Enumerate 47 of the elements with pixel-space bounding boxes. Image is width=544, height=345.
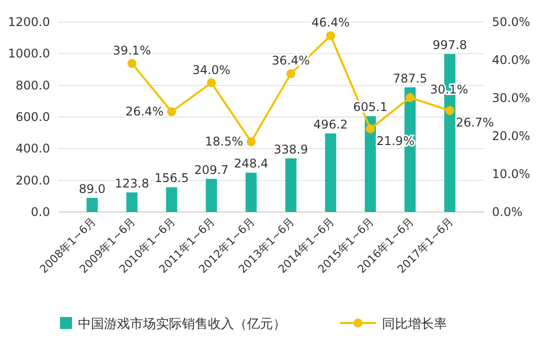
bar: [206, 178, 217, 212]
y2-tick-label: 20.0%: [492, 129, 530, 143]
legend-label: 同比增长率: [382, 316, 447, 332]
data-label: 156.5: [154, 171, 189, 186]
data-label: 209.7: [194, 162, 229, 177]
data-label: 18.5%: [205, 134, 244, 149]
point: [366, 124, 375, 134]
data-label: 34.0%: [192, 62, 230, 77]
legend-label: 中国游戏市场实际销售收入（亿元）: [78, 317, 286, 332]
point: [246, 137, 256, 146]
bar: [285, 158, 296, 212]
y-tick-label: 800.0: [16, 78, 50, 92]
y-tick-label: 1200.0: [8, 15, 50, 29]
bar: [364, 116, 376, 212]
data-label: 89.0: [78, 182, 106, 196]
y2-tick-label: 30.0%: [492, 91, 530, 105]
bar: [246, 172, 257, 212]
y-tick-label: 400.0: [16, 142, 50, 156]
point: [206, 78, 216, 88]
data-label: 787.5: [392, 71, 428, 86]
y-tick-label: 1000.0: [8, 46, 50, 61]
point: [286, 69, 296, 78]
point: [326, 31, 336, 40]
point: [445, 106, 454, 116]
y-tick-label: 600.0: [16, 110, 50, 124]
data-label: 39.1%: [112, 43, 151, 58]
y2-tick-label: 50.0%: [492, 15, 530, 29]
bar: [325, 133, 336, 212]
y-tick-label: 200.0: [16, 173, 50, 188]
y-tick-label: 0.0: [30, 205, 50, 219]
y2-tick-label: 10.0%: [492, 167, 530, 181]
data-label: 26.7%: [456, 116, 494, 130]
y2-tick-label: 40.0%: [492, 53, 530, 67]
data-label: 46.4%: [312, 16, 350, 30]
bar: [126, 192, 138, 212]
bar: [86, 198, 98, 212]
data-label: 248.4: [234, 156, 268, 171]
data-label: 496.2: [313, 117, 348, 132]
data-label: 123.8: [114, 176, 150, 190]
point: [406, 93, 415, 102]
bar: [166, 187, 178, 212]
point: [167, 107, 176, 116]
point: [127, 58, 136, 68]
data-label: 26.4%: [126, 104, 164, 119]
y2-tick-label: 0.0%: [492, 205, 522, 219]
data-label: 997.8: [432, 38, 468, 52]
data-label: 338.9: [274, 142, 308, 156]
